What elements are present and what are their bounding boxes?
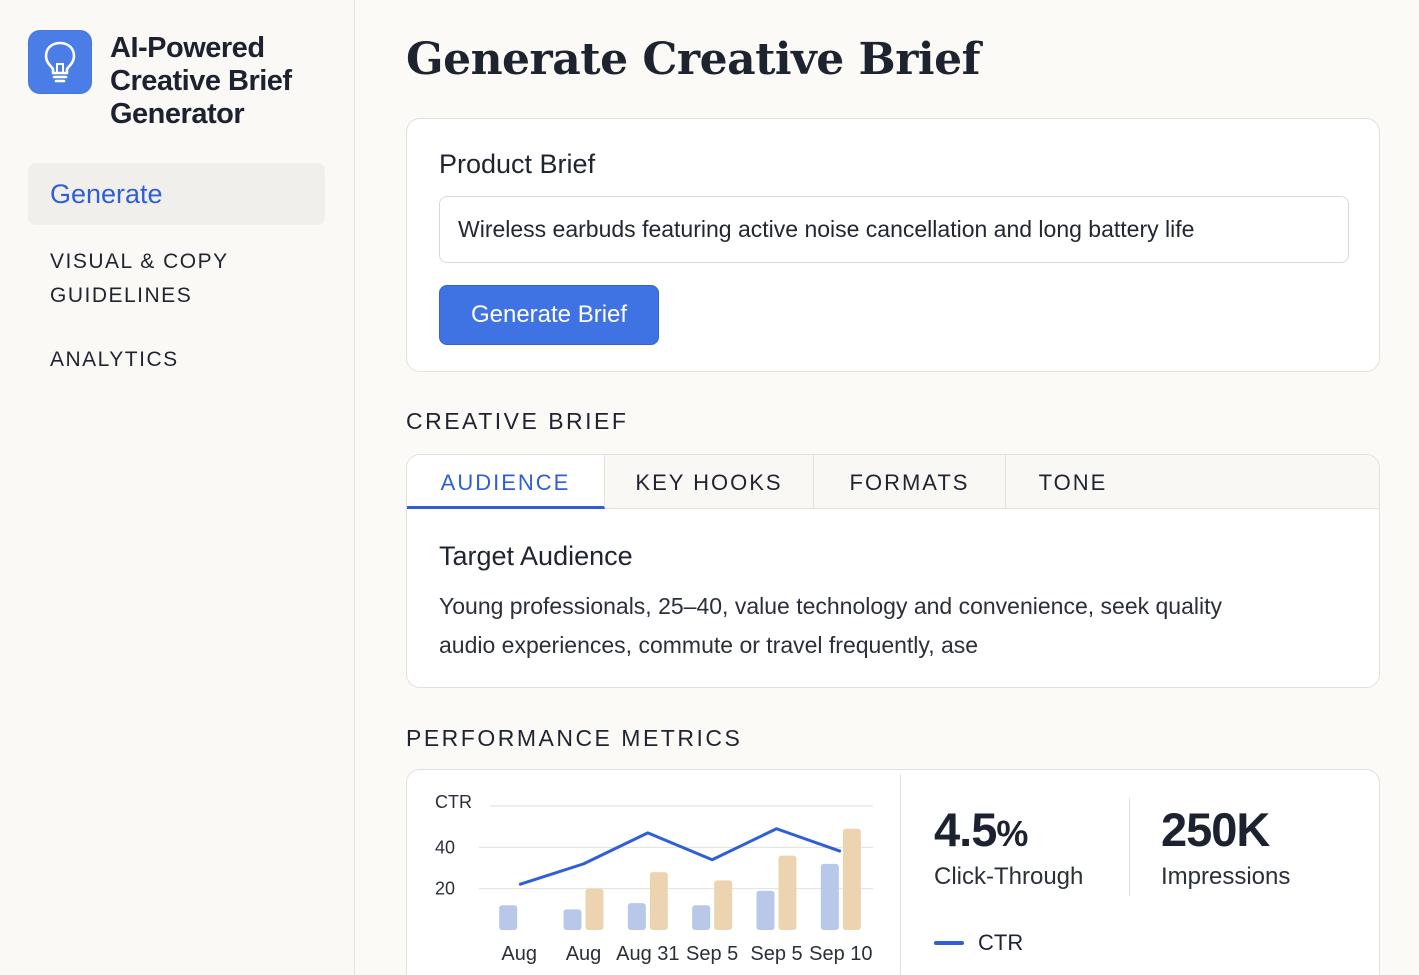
ctr-line — [518, 827, 842, 886]
ctr-label: Click-Through — [934, 863, 1084, 890]
product-brief-card: Product Brief Generate Brief — [406, 118, 1380, 372]
performance-metrics-card: CTR 20 40 Aug Aug Aug 31 Sep 5 Sep 5 Sep 10 4.5%… — [406, 769, 1380, 975]
bar-series2-5 — [778, 855, 797, 930]
tab-key-hooks[interactable]: KEY HOOKS — [605, 455, 814, 509]
bar-series1-6 — [820, 863, 839, 930]
y-tick-label: 40 — [435, 837, 455, 857]
product-brief-label: Product Brief — [439, 149, 596, 179]
sidebar-item-analytics[interactable]: ANALYTICS — [50, 348, 179, 371]
bar-series2-2 — [585, 888, 604, 930]
product-brief-input[interactable] — [439, 196, 1349, 263]
impressions-label: Impressions — [1161, 863, 1291, 890]
tab-formats[interactable]: FORMATS — [814, 455, 1006, 509]
x-tick-label: Sep 5 — [686, 943, 738, 965]
chart-legend: CTR — [934, 930, 1023, 956]
bar-series2-3 — [649, 872, 668, 930]
brand: AI-Powered Creative Brief Generator — [28, 30, 320, 131]
ctr-number: 4.5 — [934, 803, 997, 856]
tab-tone[interactable]: TONE — [1038, 470, 1108, 495]
legend-label-ctr: CTR — [978, 930, 1024, 955]
x-tick-label: Sep 5 — [750, 943, 802, 965]
ctr-chart: CTR 20 40 Aug Aug Aug 31 Sep 5 Sep 5 Sep 10 — [435, 792, 873, 965]
x-tick-label: Aug — [566, 943, 602, 965]
metric-divider — [1129, 798, 1130, 896]
bar-series1-1 — [499, 905, 518, 930]
creative-brief-card: AUDIENCE KEY HOOKS FORMATS TONE Target A… — [406, 454, 1380, 688]
metrics-divider — [900, 774, 901, 975]
target-audience-title: Target Audience — [439, 541, 633, 571]
sidebar: AI-Powered Creative Brief Generator Gene… — [0, 0, 355, 975]
brief-tabs: AUDIENCE KEY HOOKS FORMATS TONE — [407, 455, 1379, 509]
legend-swatch-ctr — [934, 941, 964, 945]
target-audience-text: Young professionals, 25–40, value techno… — [439, 593, 1222, 658]
chart-ylabel: CTR — [435, 792, 472, 812]
impressions-value: 250K — [1161, 803, 1270, 856]
page-title: Generate Creative Brief — [406, 34, 981, 85]
generate-brief-button[interactable]: Generate Brief — [439, 285, 659, 345]
ctr-value: 4.5% — [934, 802, 1083, 857]
sidebar-item-visual-copy-guidelines[interactable]: VISUAL & COPY GUIDELINES — [50, 250, 229, 307]
tab-audience[interactable]: AUDIENCE — [407, 455, 605, 509]
impressions-metric: 250K Impressions — [1161, 802, 1290, 891]
bar-series1-5 — [756, 890, 775, 930]
app-title: AI-Powered Creative Brief Generator — [110, 32, 292, 130]
x-tick-label: Aug — [501, 943, 537, 965]
bar-series1-4 — [692, 905, 711, 930]
performance-metrics-heading: PERFORMANCE METRICS — [406, 725, 743, 751]
bar-series2-4 — [714, 880, 733, 930]
sidebar-nav: Generate VISUAL & COPY GUIDELINES ANALYT… — [28, 163, 325, 377]
x-tick-label: Sep 10 — [809, 943, 872, 965]
x-tick-label: Aug 31 — [616, 943, 679, 965]
lightbulb-icon — [28, 30, 92, 94]
bar-series2-6 — [842, 828, 861, 930]
bar-series1-2 — [563, 909, 582, 930]
sidebar-item-generate[interactable]: Generate — [28, 163, 325, 225]
ctr-unit: % — [996, 813, 1028, 854]
bar-series1-3 — [627, 903, 646, 930]
creative-brief-heading: CREATIVE BRIEF — [406, 408, 629, 434]
y-tick-label: 20 — [435, 879, 455, 899]
ctr-metric: 4.5% Click-Through — [934, 802, 1083, 891]
